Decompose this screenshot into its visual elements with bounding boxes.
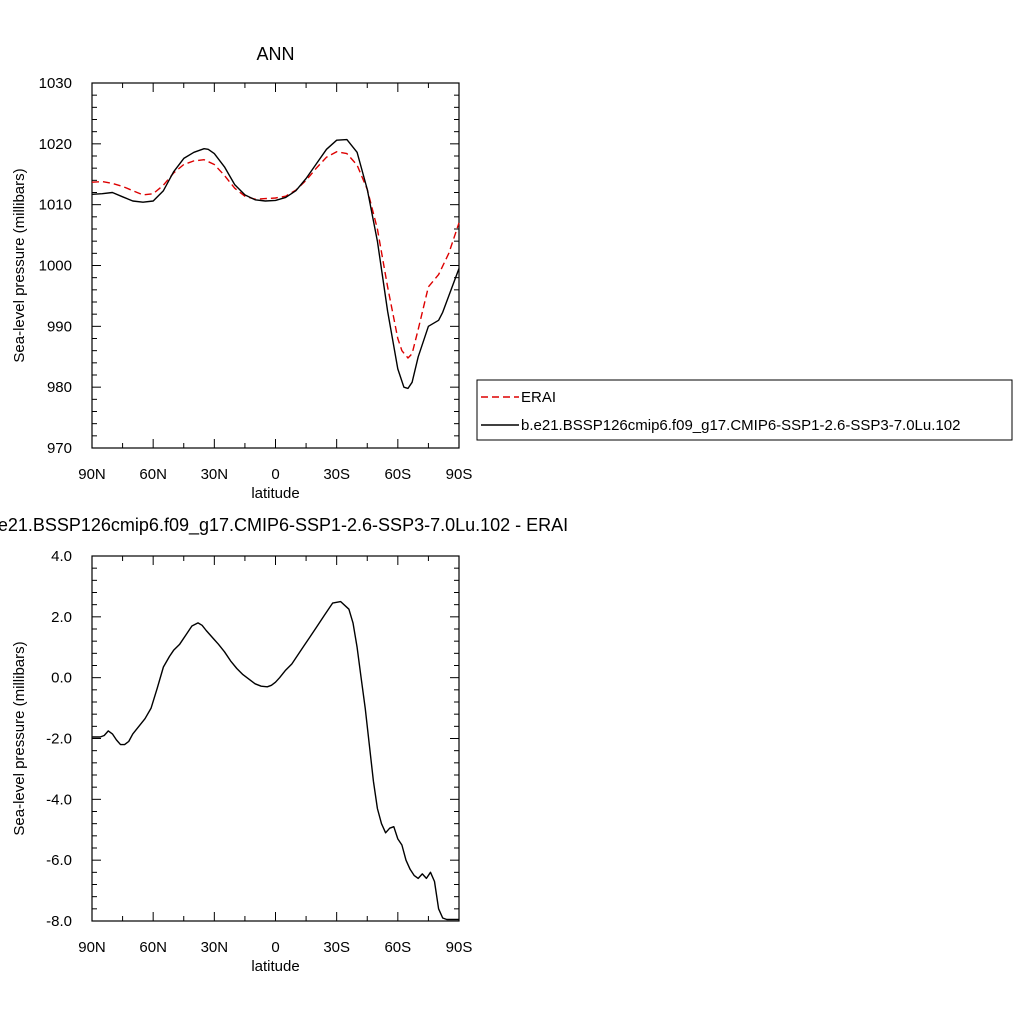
y-tick-label: 4.0 [51, 548, 72, 565]
y-tick-label: 1030 [39, 75, 72, 92]
x-tick-label: 90S [446, 939, 473, 956]
series-line-2 [91, 138, 460, 390]
y-tick-label: 970 [47, 440, 72, 457]
y-axis-label: Sea-level pressure (millibars) [11, 168, 28, 362]
y-tick-label: 1000 [39, 258, 72, 275]
y-tick-label: 1020 [39, 136, 72, 153]
x-tick-label: 90N [78, 939, 106, 956]
y-tick-label: -2.0 [46, 731, 72, 748]
y-tick-label: -8.0 [46, 913, 72, 930]
legend: ERAI b.e21.BSSP126cmip6.f09_g17.CMIP6-SSP… [476, 379, 1013, 441]
x-tick-label: 60N [139, 466, 167, 483]
x-tick-label: 90S [446, 466, 473, 483]
y-tick-label: 990 [47, 318, 72, 335]
x-tick-label: 30S [323, 939, 350, 956]
x-tick-label: 90N [78, 466, 106, 483]
y-tick-label: 1010 [39, 197, 72, 214]
plot-frame [91, 82, 460, 449]
x-axis-label: latitude [251, 485, 299, 502]
legend-box [476, 379, 1013, 441]
x-tick-label: 60S [384, 939, 411, 956]
x-tick-label: 0 [271, 466, 279, 483]
x-tick-label: 30N [201, 466, 229, 483]
x-tick-label: 60S [384, 466, 411, 483]
chart-title: b.e21.BSSP126cmip6.f09_g17.CMIP6-SSP1-2.… [0, 515, 568, 536]
x-tick-label: 0 [271, 939, 279, 956]
plot-frame [91, 555, 460, 922]
x-tick-label: 30S [323, 466, 350, 483]
y-tick-label: -6.0 [46, 852, 72, 869]
series-line-1 [91, 150, 460, 359]
y-tick-label: -4.0 [46, 791, 72, 808]
x-axis-label: latitude [251, 958, 299, 975]
x-tick-label: 60N [139, 939, 167, 956]
y-tick-label: 980 [47, 379, 72, 396]
y-axis-label: Sea-level pressure (millibars) [11, 641, 28, 835]
y-tick-label: 0.0 [51, 670, 72, 687]
chart-panel-1: ANN 90N 60N 30N 0 30S 60S 90S 970 980 990 1000 1010 1… [11, 44, 1013, 502]
legend-label: b.e21.BSSP126cmip6.f09_g17.CMIP6-SSP1-2.… [521, 417, 960, 434]
y-tick-label: 2.0 [51, 609, 72, 626]
series-line-1 [92, 600, 459, 921]
chart-panel-2: b.e21.BSSP126cmip6.f09_g17.CMIP6-SSP1-2.… [0, 515, 568, 975]
legend-label: ERAI [521, 389, 556, 406]
chart-title: ANN [256, 44, 294, 64]
x-tick-label: 30N [201, 939, 229, 956]
